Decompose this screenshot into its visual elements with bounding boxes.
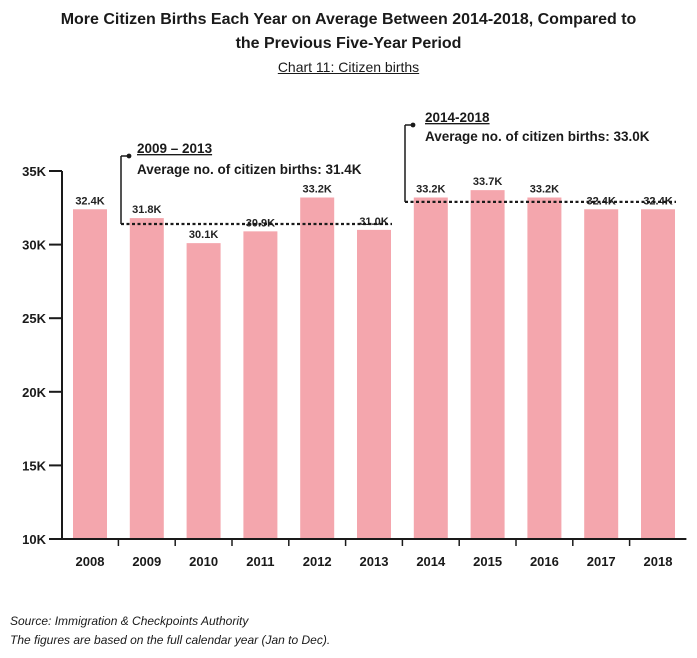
data-label-2016: 33.2K	[530, 183, 559, 195]
bar-2010	[186, 243, 221, 540]
bar-2016	[527, 197, 562, 539]
x-tick-label-2017: 2017	[587, 554, 616, 569]
y-tick-label-30K: 30K	[22, 238, 46, 253]
chart-subtitle: Chart 11: Citizen births	[0, 59, 697, 75]
average-bracket-dot-1	[126, 153, 132, 159]
bar-2008	[73, 209, 107, 539]
data-label-2015: 33.7K	[473, 176, 502, 188]
average-bracket-dot-2	[410, 122, 416, 128]
average-value-label-1: Average no. of citizen births: 31.4K	[137, 162, 362, 177]
x-tick-label-2014: 2014	[416, 554, 446, 569]
x-tick-label-2010: 2010	[189, 554, 218, 569]
y-tick-label-15K: 15K	[22, 458, 46, 473]
data-label-2012: 33.2K	[303, 183, 332, 195]
x-tick-label-2016: 2016	[530, 554, 559, 569]
y-tick-label-35K: 35K	[22, 164, 46, 179]
data-label-2008: 32.4K	[75, 195, 104, 207]
bar-2015	[470, 190, 505, 540]
x-tick-label-2018: 2018	[644, 554, 673, 569]
bar-2009	[129, 218, 164, 539]
x-tick-label-2013: 2013	[360, 554, 389, 569]
y-tick-label-10K: 10K	[22, 532, 46, 547]
chart-title: More Citizen Births Each Year on Average…	[0, 8, 697, 56]
y-tick-label-25K: 25K	[22, 311, 46, 326]
bar-2011	[243, 231, 278, 540]
x-tick-label-2008: 2008	[76, 554, 105, 569]
bar-2014	[413, 197, 448, 539]
chart-title-line-1: More Citizen Births Each Year on Average…	[60, 11, 637, 28]
annotations-group: 2009 – 2013 Average no. of citizen births…	[120, 110, 676, 226]
bar-2017	[584, 209, 619, 539]
bar-2012	[300, 197, 335, 539]
data-label-2017: 32.4K	[587, 195, 616, 207]
average-period-label-2: 2014-2018	[425, 110, 490, 125]
average-period-label-1: 2009 – 2013	[137, 141, 213, 156]
chart-footer: Source: Immigration & Checkpoints Author…	[10, 612, 330, 650]
figures-note: The figures are based on the full calend…	[10, 633, 331, 647]
x-tick-label-2012: 2012	[303, 554, 332, 569]
average-value-label-2: Average no. of citizen births: 33.0K	[425, 129, 650, 144]
data-label-2009: 31.8K	[132, 204, 161, 216]
source-note: Source: Immigration & Checkpoints Author…	[10, 614, 249, 628]
x-tick-label-2015: 2015	[473, 554, 502, 569]
data-label-2010: 30.1K	[189, 229, 218, 241]
bar-2013	[357, 229, 391, 539]
chart-subtitle-text: Chart 11: Citizen births	[277, 59, 420, 75]
bars-group: 32.4K31.8K30.1K30.9K33.2K31.0K33.2K33.7K…	[73, 176, 675, 540]
chart-title-line-2: the Previous Five-Year Period	[235, 35, 462, 52]
x-tick-label-2011: 2011	[246, 554, 274, 569]
y-tick-label-20K: 20K	[22, 385, 46, 400]
x-tick-label-2009: 2009	[132, 554, 161, 569]
data-label-2014: 33.2K	[416, 183, 445, 195]
axes-group: 2008 2009 2010 2011 2012 2013 2014 2015 2016 2017…	[22, 164, 687, 569]
data-label-2013: 31.0K	[359, 216, 388, 228]
bar-2018	[641, 209, 675, 539]
